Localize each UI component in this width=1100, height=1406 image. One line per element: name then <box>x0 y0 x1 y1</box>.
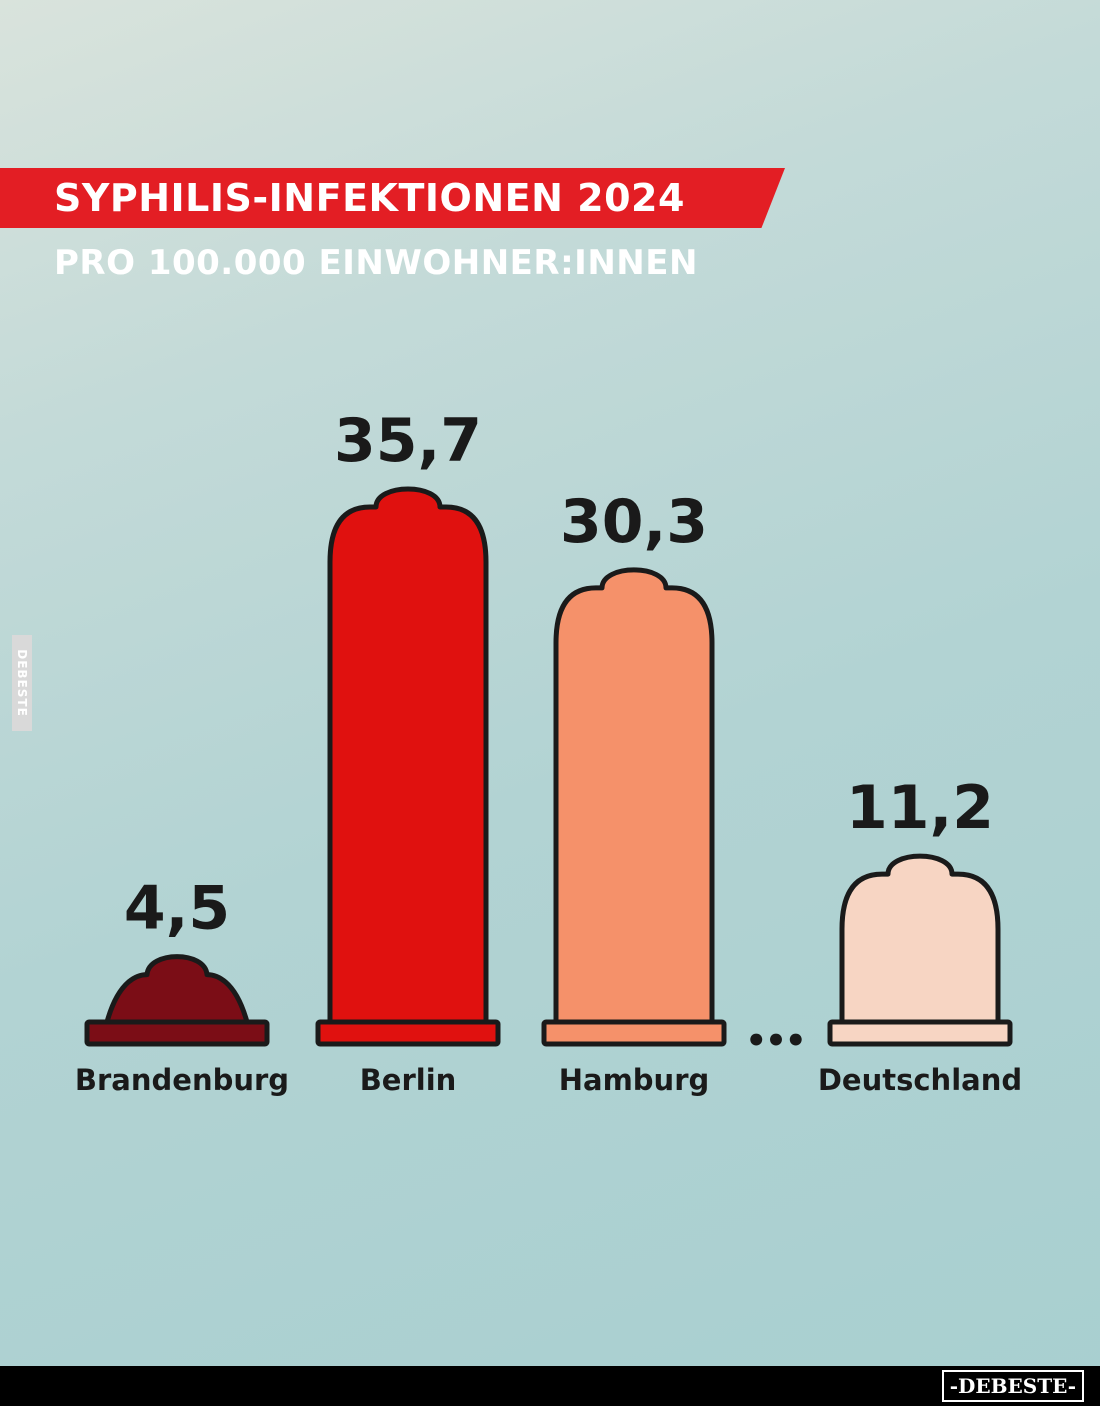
bar-rim <box>84 1019 270 1047</box>
title-band <box>0 168 785 228</box>
data-label: 35,7 <box>334 406 482 476</box>
chart-title: SYPHILIS-INFEKTIONEN 2024 <box>54 176 685 220</box>
data-label: 30,3 <box>560 487 708 557</box>
bar-body <box>104 954 250 1025</box>
side-watermark-text: DEBESTE <box>15 649 29 717</box>
bar-body <box>839 853 1001 1025</box>
side-watermark: DEBESTE <box>12 635 32 731</box>
bar-rim <box>315 1019 501 1047</box>
bars-layer: 4,5 Brandenburg 35,7 Berlin 30,3 Hamburg 11,2 D… <box>75 406 1022 1097</box>
data-label: 11,2 <box>846 773 994 843</box>
data-label: 4,5 <box>124 874 230 944</box>
bar-body <box>327 486 489 1025</box>
bar-body <box>553 567 715 1025</box>
category-label: Deutschland <box>818 1063 1022 1097</box>
bar-brandenburg: 4,5 Brandenburg <box>75 874 289 1097</box>
category-label: Hamburg <box>559 1063 710 1097</box>
category-label: Brandenburg <box>75 1063 289 1097</box>
chart-subtitle: PRO 100.000 EINWOHNER:INNEN <box>54 243 698 283</box>
ellipsis-separator: ••• <box>745 1021 804 1061</box>
bar-rim <box>827 1019 1013 1047</box>
bar-hamburg: 30,3 Hamburg <box>541 487 727 1097</box>
bar-deutschland: 11,2 Deutschland <box>818 773 1022 1097</box>
bar-berlin: 35,7 Berlin <box>315 406 501 1097</box>
footer-bar <box>0 1366 1100 1406</box>
bar-rim <box>541 1019 727 1047</box>
footer-watermark-logo: -DEBESTE- <box>941 1370 1084 1402</box>
category-label: Berlin <box>360 1063 457 1097</box>
